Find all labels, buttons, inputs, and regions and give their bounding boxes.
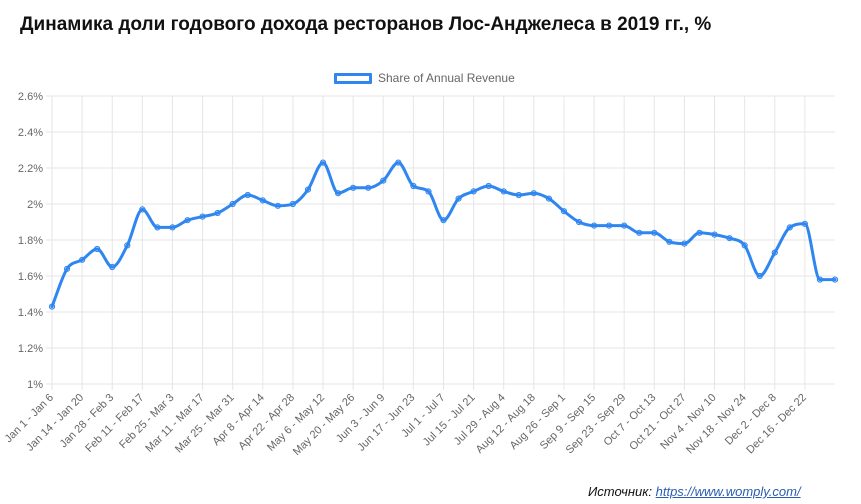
y-tick-label: 1.8% (18, 235, 43, 247)
data-point[interactable] (831, 276, 839, 283)
data-point[interactable] (711, 231, 718, 238)
data-point[interactable] (304, 186, 312, 193)
data-point[interactable] (786, 224, 793, 231)
data-point[interactable] (139, 206, 146, 213)
data-point[interactable] (380, 177, 387, 184)
data-point[interactable] (470, 188, 477, 195)
data-point[interactable] (79, 256, 86, 263)
y-tick-label: 2.4% (18, 127, 43, 139)
data-point[interactable] (515, 191, 522, 199)
data-point[interactable] (63, 265, 71, 272)
data-point[interactable] (289, 200, 297, 208)
data-point[interactable] (560, 208, 568, 215)
source-label: Источник: (588, 484, 652, 499)
chart-title: Динамика доли годового дохода ресторанов… (20, 14, 712, 35)
series-line (50, 161, 837, 309)
data-point[interactable] (621, 222, 628, 229)
y-tick-label: 2.6% (18, 91, 43, 103)
data-point[interactable] (455, 195, 462, 202)
data-point[interactable] (801, 220, 808, 227)
data-point[interactable] (395, 159, 402, 166)
data-point[interactable] (334, 190, 342, 197)
data-point[interactable] (575, 218, 583, 226)
data-point[interactable] (229, 200, 236, 208)
data-point[interactable] (636, 229, 643, 236)
data-point[interactable] (696, 229, 703, 236)
data-point[interactable] (590, 222, 598, 229)
legend-label: Share of Annual Revenue (378, 71, 515, 85)
data-point[interactable] (440, 217, 447, 224)
data-point[interactable] (154, 224, 161, 231)
data-point[interactable] (651, 229, 658, 236)
data-point[interactable] (109, 263, 116, 271)
data-point[interactable] (169, 224, 176, 231)
y-tick-label: 1.4% (18, 307, 43, 319)
data-point[interactable] (124, 242, 131, 249)
data-point[interactable] (94, 245, 101, 253)
y-axis-ticks: 1% 1.2% 1.4% 1.6% 1.8% 2% 2.2% 2.4% 2.6% (18, 91, 43, 391)
data-point[interactable] (48, 303, 56, 310)
data-point[interactable] (726, 235, 733, 242)
data-point[interactable] (350, 184, 357, 191)
data-point[interactable] (410, 182, 417, 190)
y-tick-label: 1.6% (18, 271, 43, 283)
y-tick-label: 2% (27, 199, 43, 211)
data-point[interactable] (259, 197, 266, 204)
data-point[interactable] (485, 182, 492, 190)
data-point[interactable] (666, 238, 673, 245)
data-point[interactable] (244, 191, 251, 199)
data-point[interactable] (530, 190, 537, 197)
data-point[interactable] (425, 188, 432, 195)
source-link[interactable]: https://www.womply.com/ (655, 484, 801, 499)
y-tick-label: 1% (27, 379, 43, 391)
data-point[interactable] (545, 195, 553, 202)
data-point[interactable] (771, 249, 778, 256)
source-note: Источник: https://www.womply.com/ (588, 484, 801, 499)
data-point[interactable] (500, 188, 507, 195)
data-points (48, 159, 839, 310)
data-point[interactable] (365, 184, 372, 191)
data-point[interactable] (199, 213, 206, 220)
data-point[interactable] (214, 209, 221, 217)
data-point[interactable] (741, 242, 748, 249)
y-tick-label: 2.2% (18, 163, 43, 175)
legend[interactable]: Share of Annual Revenue (334, 71, 515, 85)
data-point[interactable] (184, 217, 191, 224)
data-point[interactable] (681, 240, 688, 247)
y-tick-label: 1.2% (18, 343, 43, 355)
grid-lines (46, 95, 835, 390)
data-point[interactable] (274, 202, 281, 209)
data-point[interactable] (756, 272, 763, 280)
data-point[interactable] (319, 159, 327, 166)
data-point[interactable] (816, 276, 824, 283)
legend-swatch (334, 72, 372, 84)
data-point[interactable] (606, 222, 613, 229)
